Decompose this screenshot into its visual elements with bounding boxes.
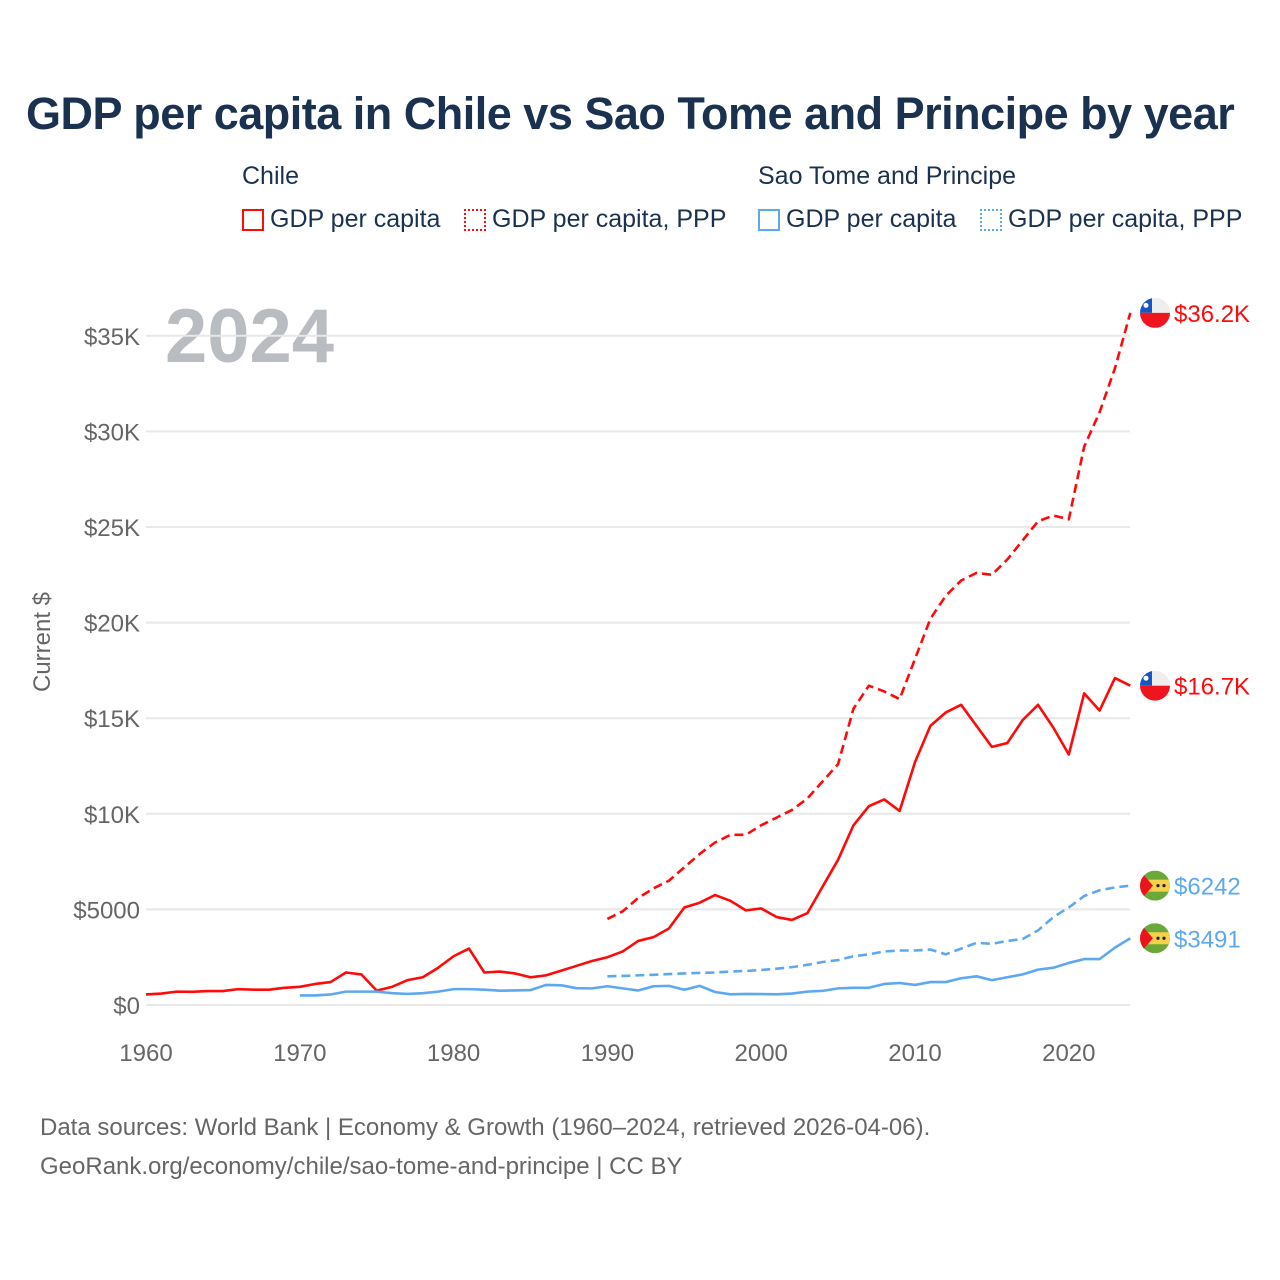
legend-stp-gdp[interactable]: GDP per capita — [758, 205, 956, 234]
sao-tome-flag-icon — [1140, 923, 1170, 954]
end-value-label: $6242 — [1174, 874, 1241, 901]
series-line — [145, 676, 1131, 996]
source-note: Data sources: World Bank | Economy & Gro… — [40, 1108, 930, 1186]
x-tick-label: 1960 — [119, 1040, 172, 1067]
end-value-label: $3491 — [1174, 926, 1241, 953]
legend-swatch-dotted-blue — [980, 208, 1002, 231]
end-value-label: $16.7K — [1174, 674, 1250, 701]
legend-chile-gdp[interactable]: GDP per capita — [242, 205, 440, 234]
legend-label: GDP per capita — [786, 205, 957, 233]
y-tick-label: $5000 — [73, 897, 140, 924]
x-tick-label: 1980 — [427, 1040, 480, 1067]
x-tick-label: 1970 — [273, 1040, 326, 1067]
y-tick-label: $20K — [84, 611, 140, 638]
x-tick-label: 2020 — [1042, 1040, 1095, 1067]
x-tick-label: 1990 — [581, 1040, 634, 1067]
y-tick-label: $10K — [84, 802, 140, 829]
source-line-1: Data sources: World Bank | Economy & Gro… — [40, 1114, 931, 1141]
legend-group-stp: Sao Tome and Principe — [758, 162, 1017, 190]
legend-swatch-solid-blue — [758, 208, 780, 231]
y-tick-label: $0 — [113, 993, 140, 1020]
y-tick-label: $35K — [84, 324, 140, 351]
series-line — [607, 884, 1131, 978]
legend-label: GDP per capita — [270, 205, 441, 233]
legend-stp-ppp[interactable]: GDP per capita, PPP — [980, 205, 1242, 234]
y-tick-label: $25K — [84, 515, 140, 542]
chart-title: GDP per capita in Chile vs Sao Tome and … — [26, 88, 1235, 139]
x-tick-label: 2000 — [735, 1040, 788, 1067]
sao-tome-flag-icon — [1140, 870, 1170, 901]
end-value-label: $36.2K — [1174, 301, 1250, 328]
y-axis-label: Current $ — [29, 592, 56, 692]
legend-swatch-solid-red — [242, 208, 264, 231]
legend-chile-ppp[interactable]: GDP per capita, PPP — [464, 205, 726, 234]
legend-swatch-dotted-red — [464, 208, 486, 231]
y-tick-label: $15K — [84, 706, 140, 733]
legend-label: GDP per capita, PPP — [1008, 205, 1243, 233]
series-line — [606, 312, 1132, 921]
chile-flag-icon — [1140, 297, 1170, 328]
legend-group-chile: Chile — [242, 162, 299, 190]
y-tick-label: $30K — [84, 419, 140, 446]
chile-flag-icon — [1140, 670, 1170, 701]
legend-label: GDP per capita, PPP — [492, 205, 727, 233]
source-line-2[interactable]: GeoRank.org/economy/chile/sao-tome-and-p… — [40, 1153, 683, 1180]
x-tick-label: 2010 — [888, 1040, 941, 1067]
series-line — [299, 937, 1131, 997]
